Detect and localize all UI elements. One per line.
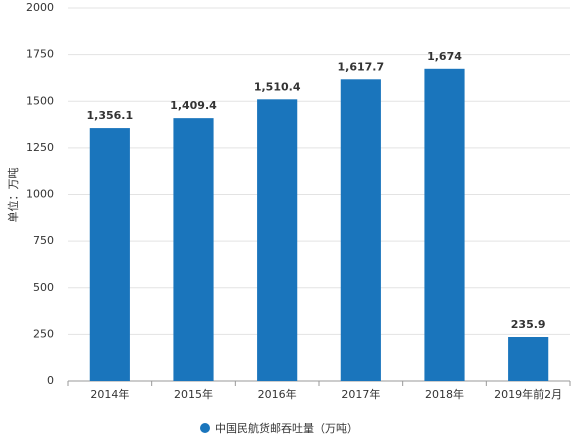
bar [424, 68, 465, 381]
x-tick-label: 2019年前2月 [494, 387, 562, 401]
y-tick-label: 1750 [26, 48, 54, 61]
y-tick-label: 2000 [26, 1, 54, 14]
y-tick-label: 1250 [26, 141, 54, 154]
y-tick-label: 750 [33, 234, 54, 247]
value-label: 1,409.4 [170, 99, 217, 112]
y-tick-label: 500 [33, 281, 54, 294]
x-tick-label: 2017年 [341, 387, 380, 401]
x-tick-label: 2018年 [425, 387, 464, 401]
bar [257, 99, 298, 382]
value-label: 1,356.1 [87, 109, 134, 122]
value-label: 1,510.4 [254, 80, 301, 93]
x-tick-label: 2014年 [90, 387, 129, 401]
bar [340, 79, 381, 381]
bar [89, 128, 130, 381]
legend-label: 中国民航货邮吞吐量（万吨） [215, 421, 358, 435]
y-tick-label: 1500 [26, 94, 54, 107]
y-tick-label: 1000 [26, 188, 54, 201]
value-label: 235.9 [511, 318, 546, 331]
value-label: 1,617.7 [338, 60, 385, 73]
value-label: 1,674 [427, 50, 462, 63]
y-axis-label: 单位：万吨 [6, 168, 20, 223]
legend-swatch [200, 423, 210, 433]
y-tick-label: 0 [47, 374, 54, 387]
y-tick-label: 250 [33, 327, 54, 340]
x-tick-label: 2016年 [258, 387, 297, 401]
bar [508, 337, 549, 381]
x-tick-label: 2015年 [174, 387, 213, 401]
bar [173, 118, 214, 381]
